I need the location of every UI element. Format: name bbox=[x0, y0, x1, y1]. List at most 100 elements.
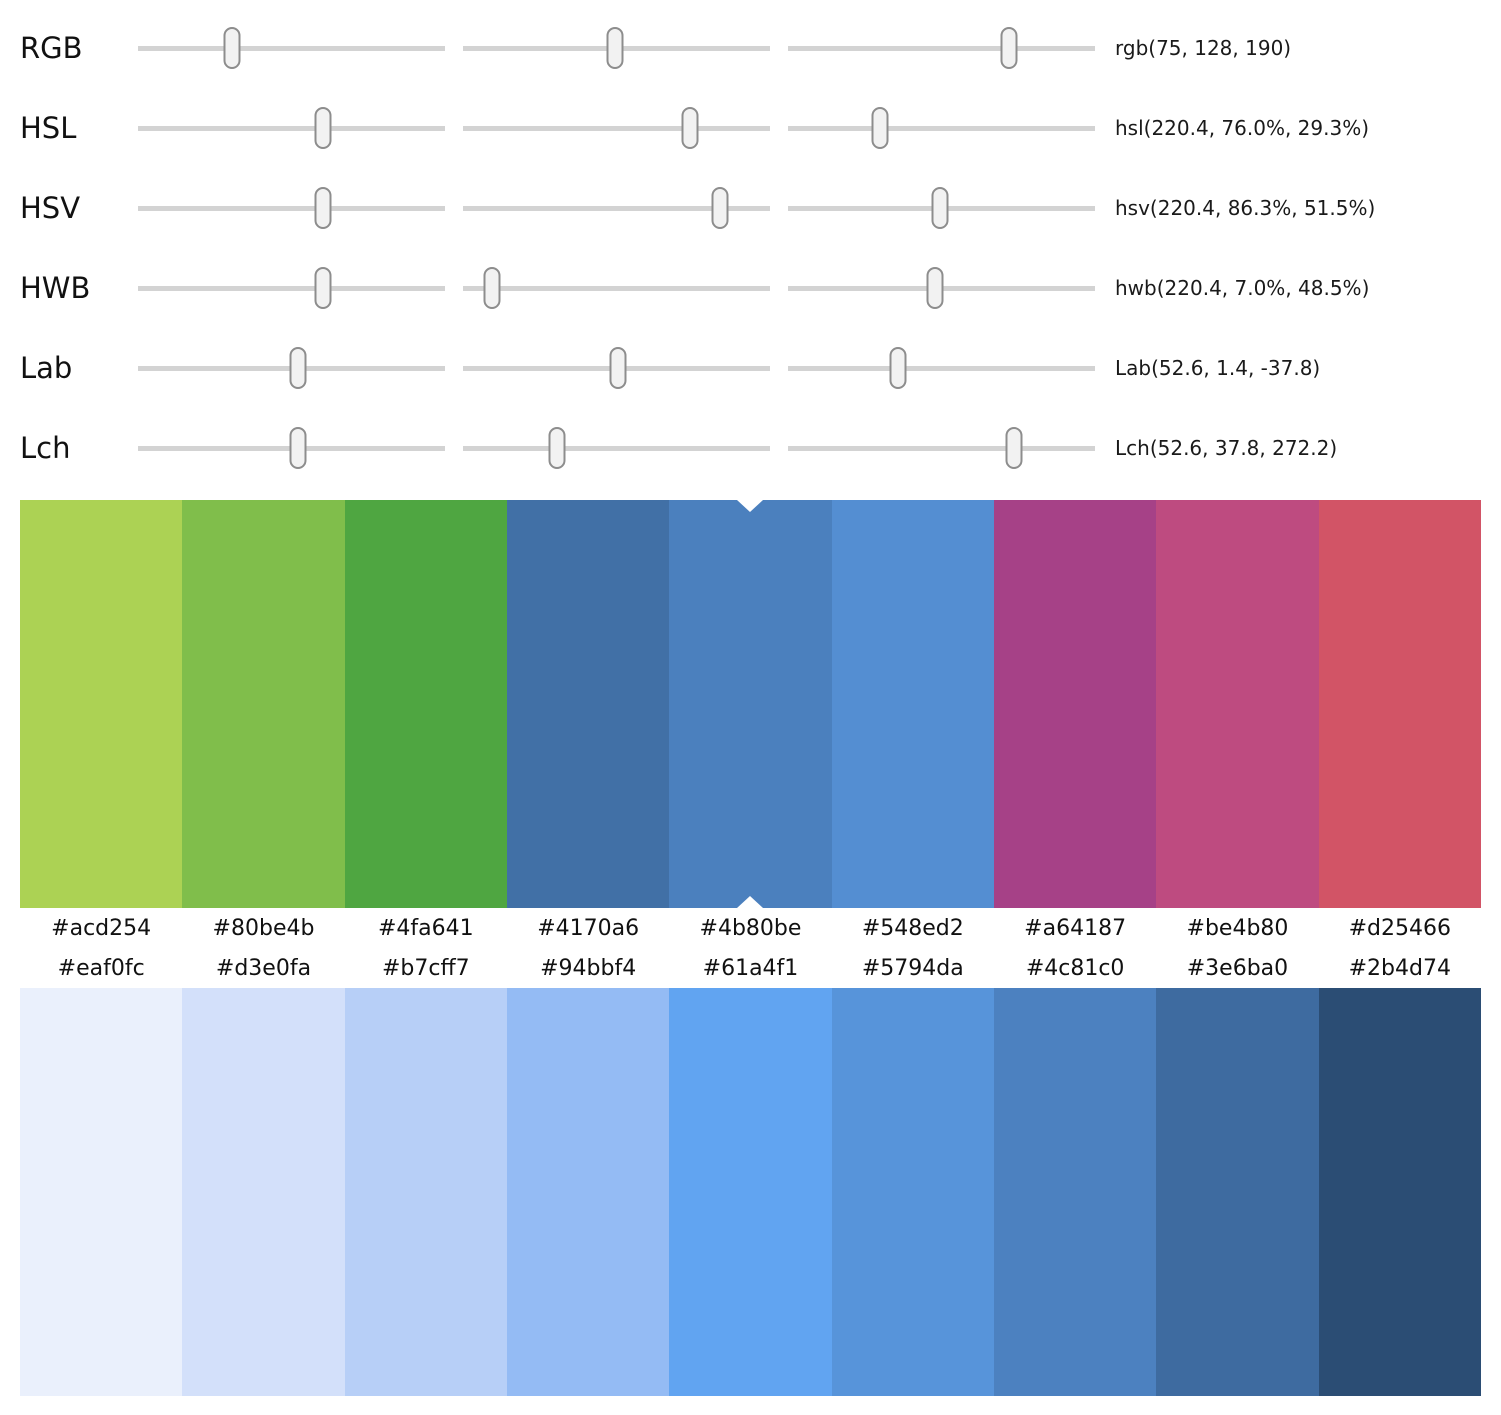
color-swatch[interactable] bbox=[993, 988, 1157, 1396]
slider-thumb[interactable] bbox=[1000, 27, 1018, 69]
swatch-hex-label: #3e6ba0 bbox=[1186, 955, 1289, 981]
slider-track[interactable] bbox=[138, 205, 445, 211]
slider-thumb[interactable] bbox=[606, 27, 624, 69]
slider-thumb[interactable] bbox=[483, 267, 501, 309]
color-swatch[interactable] bbox=[1318, 988, 1481, 1396]
swatch-hex-label: #d3e0fa bbox=[215, 955, 312, 981]
slider-channel-2[interactable] bbox=[463, 105, 770, 151]
slider-track[interactable] bbox=[138, 285, 445, 291]
slider-row: HSV hsv(220.4, 86.3%, 51.5%) bbox=[0, 168, 1501, 248]
slider-channel-2[interactable] bbox=[463, 185, 770, 231]
tint-palette bbox=[20, 988, 1481, 1396]
color-swatch[interactable] bbox=[344, 988, 507, 1396]
swatch-hex-label: #4fa641 bbox=[377, 915, 474, 941]
color-swatch[interactable] bbox=[344, 500, 507, 908]
swatch-hex-label: #5794da bbox=[861, 955, 964, 981]
slider-channel-3[interactable] bbox=[788, 25, 1095, 71]
slider-thumb[interactable] bbox=[711, 187, 729, 229]
color-swatch[interactable] bbox=[831, 500, 994, 908]
slider-channel-3[interactable] bbox=[788, 425, 1095, 471]
colorspace-label: Lab bbox=[20, 351, 73, 385]
color-swatch[interactable] bbox=[669, 500, 832, 908]
slider-thumb[interactable] bbox=[681, 107, 699, 149]
slider-row: Lab Lab(52.6, 1.4, -37.8) bbox=[0, 328, 1501, 408]
slider-track[interactable] bbox=[788, 45, 1095, 51]
swatch-hex-label: #4b80be bbox=[699, 915, 802, 941]
color-swatch[interactable] bbox=[20, 500, 183, 908]
color-value-text: Lab(52.6, 1.4, -37.8) bbox=[1115, 356, 1321, 380]
slider-thumb[interactable] bbox=[926, 267, 944, 309]
slider-channel-1[interactable] bbox=[138, 345, 445, 391]
slider-track[interactable] bbox=[463, 125, 770, 131]
slider-channel-1[interactable] bbox=[138, 265, 445, 311]
slider-thumb[interactable] bbox=[871, 107, 889, 149]
colorspace-label: Lch bbox=[20, 431, 71, 465]
colorspace-label: HSL bbox=[20, 111, 77, 145]
slider-channel-1[interactable] bbox=[138, 25, 445, 71]
slider-track[interactable] bbox=[788, 365, 1095, 371]
slider-channel-2[interactable] bbox=[463, 425, 770, 471]
swatch-hex-label: #a64187 bbox=[1024, 915, 1127, 941]
color-value-text: hsv(220.4, 86.3%, 51.5%) bbox=[1115, 196, 1376, 220]
swatch-hex-label: #be4b80 bbox=[1186, 915, 1289, 941]
slider-channel-3[interactable] bbox=[788, 185, 1095, 231]
slider-panel: RGB rgb(75, 128, 190) HSL hsl(220.4, bbox=[0, 0, 1501, 488]
slider-thumb[interactable] bbox=[889, 347, 907, 389]
slider-thumb[interactable] bbox=[223, 27, 241, 69]
slider-channel-3[interactable] bbox=[788, 265, 1095, 311]
color-swatch[interactable] bbox=[506, 988, 670, 1396]
slider-track[interactable] bbox=[138, 125, 445, 131]
slider-channel-1[interactable] bbox=[138, 425, 445, 471]
hue-palette bbox=[20, 500, 1481, 908]
slider-row: HWB hwb(220.4, 7.0%, 48.5%) bbox=[0, 248, 1501, 328]
slider-thumb[interactable] bbox=[548, 427, 566, 469]
color-swatch[interactable] bbox=[993, 500, 1157, 908]
swatch-hex-label: #d25466 bbox=[1348, 915, 1451, 941]
slider-track[interactable] bbox=[788, 445, 1095, 451]
swatch-hex-label: #61a4f1 bbox=[702, 955, 799, 981]
slider-channel-2[interactable] bbox=[463, 265, 770, 311]
color-swatch[interactable] bbox=[182, 988, 345, 1396]
slider-track[interactable] bbox=[463, 285, 770, 291]
hue-palette-labels: #acd254 #80be4b #4fa641 #4170a6 #4b80be … bbox=[20, 908, 1481, 948]
slider-channel-2[interactable] bbox=[463, 345, 770, 391]
slider-thumb[interactable] bbox=[314, 267, 332, 309]
slider-track[interactable] bbox=[788, 125, 1095, 131]
slider-thumb[interactable] bbox=[314, 107, 332, 149]
slider-channel-1[interactable] bbox=[138, 105, 445, 151]
color-swatch[interactable] bbox=[1156, 988, 1319, 1396]
slider-row: Lch Lch(52.6, 37.8, 272.2) bbox=[0, 408, 1501, 488]
slider-track[interactable] bbox=[463, 205, 770, 211]
swatch-hex-label: #acd254 bbox=[51, 915, 152, 941]
color-swatch[interactable] bbox=[182, 500, 345, 908]
tint-palette-labels: #eaf0fc #d3e0fa #b7cff7 #94bbf4 #61a4f1 … bbox=[20, 948, 1481, 988]
slider-channel-2[interactable] bbox=[463, 25, 770, 71]
slider-track[interactable] bbox=[138, 45, 445, 51]
swatch-hex-label: #548ed2 bbox=[861, 915, 964, 941]
slider-thumb[interactable] bbox=[1005, 427, 1023, 469]
slider-channel-1[interactable] bbox=[138, 185, 445, 231]
slider-thumb[interactable] bbox=[289, 427, 307, 469]
slider-channel-3[interactable] bbox=[788, 105, 1095, 151]
color-swatch[interactable] bbox=[506, 500, 670, 908]
selected-swatch-marker-top bbox=[737, 500, 764, 512]
slider-thumb[interactable] bbox=[314, 187, 332, 229]
slider-thumb[interactable] bbox=[289, 347, 307, 389]
color-swatch[interactable] bbox=[20, 988, 183, 1396]
swatch-hex-label: #94bbf4 bbox=[540, 955, 637, 981]
slider-thumb[interactable] bbox=[609, 347, 627, 389]
color-swatch[interactable] bbox=[1156, 500, 1319, 908]
color-value-text: Lch(52.6, 37.8, 272.2) bbox=[1115, 436, 1338, 460]
slider-track[interactable] bbox=[463, 445, 770, 451]
color-swatch[interactable] bbox=[1318, 500, 1481, 908]
color-swatch[interactable] bbox=[831, 988, 994, 1396]
swatch-hex-label: #b7cff7 bbox=[381, 955, 470, 981]
color-swatch[interactable] bbox=[669, 988, 832, 1396]
colorspace-label: HWB bbox=[20, 271, 91, 305]
colorspace-label: RGB bbox=[20, 31, 83, 65]
colorspace-label: HSV bbox=[20, 191, 81, 225]
slider-channel-3[interactable] bbox=[788, 345, 1095, 391]
color-value-text: hwb(220.4, 7.0%, 48.5%) bbox=[1115, 276, 1370, 300]
slider-thumb[interactable] bbox=[931, 187, 949, 229]
